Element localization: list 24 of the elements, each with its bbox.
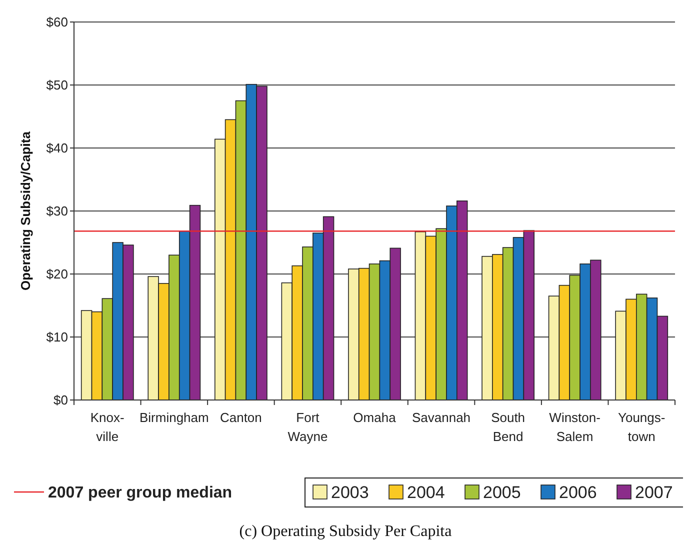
y-tick-label: $20	[46, 266, 68, 282]
y-tick-label: $50	[46, 78, 68, 93]
legend-label: 2007 peer group median	[48, 484, 232, 502]
x-tick-label: Fort Wayne	[288, 410, 328, 444]
x-tick-label: Omaha	[353, 410, 397, 425]
x-tick-label: Canton	[220, 410, 262, 425]
legend-label: 2007	[635, 482, 673, 502]
x-tick-label: Savannah	[412, 410, 471, 425]
y-tick-label: $40	[46, 140, 68, 156]
x-tick-label: Birmingham	[139, 410, 209, 425]
y-tick-label: $0	[54, 392, 68, 408]
legend-label: 2005	[483, 482, 521, 502]
y-tick-label: $60	[46, 14, 68, 30]
y-tick-label: $10	[46, 330, 68, 345]
y-axis-title: Operating Subsidy/Capita	[18, 130, 33, 290]
legend-label: 2003	[331, 482, 369, 502]
x-tick-label: Winston-Salem	[549, 410, 600, 444]
legend-label: 2004	[407, 482, 445, 502]
text: (c) Operating Subsidy Per Capita	[239, 523, 452, 540]
x-tick-label: Knox-ville	[90, 410, 124, 444]
x-tick-label: South Bend	[491, 410, 526, 444]
x-tick-label: Youngs-town	[618, 410, 666, 444]
y-tick-label: $30	[46, 204, 68, 219]
legend-label: 2006	[559, 482, 597, 502]
